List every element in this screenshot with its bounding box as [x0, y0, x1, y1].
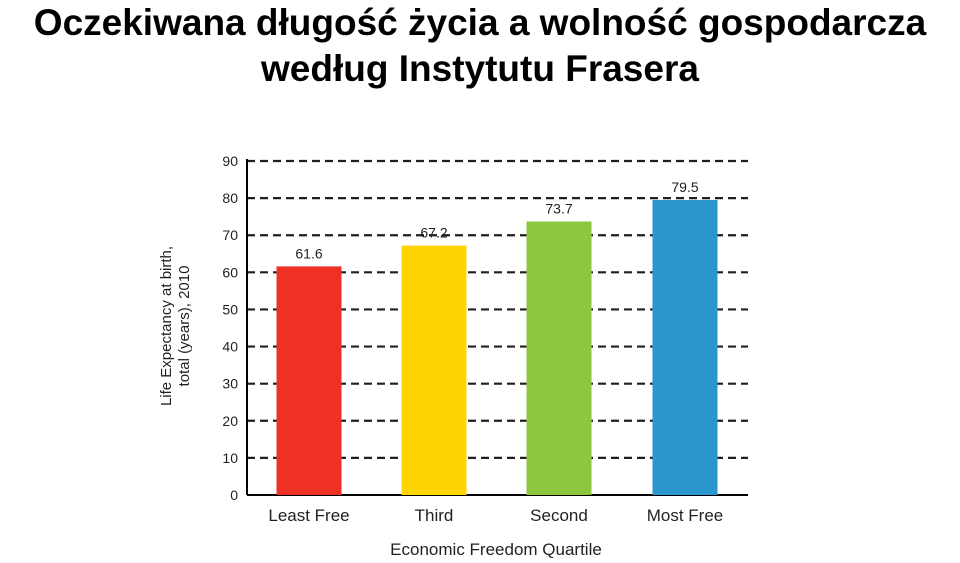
bar	[401, 245, 467, 495]
y-tick-label: 70	[222, 227, 238, 243]
y-tick-label: 50	[222, 301, 238, 317]
bar-value-labels: 61.6 67.2 73.7 79.5	[295, 179, 698, 261]
bar	[276, 266, 342, 495]
y-axis-title-line-1: Life Expectancy at birth,	[158, 246, 175, 406]
x-axis-title: Economic Freedom Quartile	[390, 540, 602, 559]
x-tick-labels: Least Free Third Second Most Free	[268, 506, 723, 525]
slide-title: Oczekiwana długość życia a wolność gospo…	[0, 0, 960, 92]
x-tick-label: Most Free	[647, 506, 724, 525]
y-tick-label: 20	[222, 413, 238, 429]
x-tick-label: Third	[415, 506, 454, 525]
bar-value-label: 73.7	[545, 200, 572, 216]
x-tick-label: Least Free	[268, 506, 349, 525]
y-tick-label: 0	[230, 487, 238, 503]
bar	[652, 199, 718, 495]
y-tick-label: 40	[222, 339, 238, 355]
slide-title-line-1: Oczekiwana długość życia a wolność gospo…	[33, 2, 927, 43]
y-tick-label: 60	[222, 264, 238, 280]
bar-value-label: 67.2	[420, 225, 447, 241]
bars	[276, 199, 718, 496]
bar	[526, 221, 592, 496]
y-axis-title: Life Expectancy at birth, total (years),…	[158, 246, 193, 406]
bar-value-label: 61.6	[295, 245, 322, 261]
y-tick-label: 80	[222, 190, 238, 206]
slide-title-line-2: według Instytutu Frasera	[261, 48, 699, 89]
bar-value-label: 79.5	[671, 179, 698, 195]
y-tick-label: 10	[222, 450, 238, 466]
x-tick-label: Second	[530, 506, 588, 525]
y-tick-label: 90	[222, 153, 238, 169]
y-tick-label: 30	[222, 376, 238, 392]
y-axis-title-line-2: total (years), 2010	[176, 266, 193, 387]
y-tick-labels: 0 10 20 30 40 50 60 70 80 90	[222, 153, 238, 503]
